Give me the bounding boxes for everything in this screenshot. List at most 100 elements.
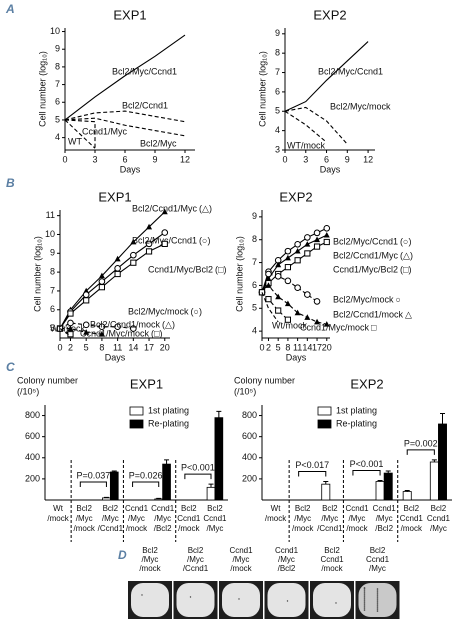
panel-label: D [118, 548, 127, 562]
well-label: /mock [230, 564, 252, 573]
x-tick-label: Ccnd1 [400, 514, 424, 523]
legend-label: 1st plating [336, 405, 377, 415]
series-line [64, 119, 96, 149]
bar [154, 498, 164, 501]
significance-bracket [406, 449, 435, 455]
marker [284, 300, 291, 307]
error-bar [156, 497, 162, 499]
marker [304, 291, 311, 298]
y-tick-label: 9 [50, 248, 55, 258]
x-tick-label: 3 [303, 154, 308, 164]
x-tick-label: /mock [47, 514, 69, 523]
marker [323, 238, 330, 246]
x-tick-label: /mock [74, 524, 96, 533]
marker [323, 321, 330, 327]
colony [363, 607, 366, 609]
well-label: Ccnd1 [320, 555, 344, 564]
error-bar [103, 496, 109, 498]
y-tick-label: 400 [25, 452, 40, 462]
series-symbol: (○) [400, 236, 411, 246]
x-tick-label: 14 [302, 342, 312, 352]
bar [429, 461, 439, 501]
well-label: /mock [321, 564, 343, 573]
marker [98, 284, 106, 291]
marker [304, 314, 311, 320]
error-bar [440, 412, 445, 424]
p-value: P=0.002 [404, 438, 438, 448]
legend-swatch [317, 406, 332, 416]
series-label: Bcl2/Ccnd1/Myc [132, 203, 198, 213]
significance-bracket [132, 481, 160, 487]
colony [363, 603, 366, 605]
series-line [64, 110, 186, 123]
y-tick-label: 4 [275, 125, 280, 135]
series-line [261, 284, 327, 325]
series-label: Ccnd1/Myc/Bcl2 [333, 264, 398, 274]
y-tick-label: 5 [50, 323, 55, 333]
y-tick-label: 8 [50, 266, 55, 276]
y-axis-label: Cell number (log₁₀) [234, 236, 244, 312]
marker [67, 310, 74, 317]
marker [114, 270, 121, 278]
series-line [59, 328, 71, 337]
x-tick-label: 11 [293, 342, 302, 352]
y-tick-label: 3 [275, 144, 280, 154]
series-line [284, 41, 369, 112]
well-label: /Myc [142, 555, 159, 564]
marker [130, 259, 137, 266]
series-label: Wt/mock [272, 320, 307, 330]
panel-label: B [6, 176, 15, 190]
colony [376, 600, 379, 602]
colony [376, 608, 379, 610]
well-label: Ccnd1 [229, 546, 253, 555]
marker [67, 325, 74, 331]
error-bar [385, 470, 391, 474]
chart-title: EXP2 [279, 189, 312, 204]
legend-label: 1st plating [148, 405, 189, 415]
marker [284, 264, 292, 271]
x-tick-label: /Myc [321, 514, 338, 523]
x-tick-label: Ccnd1 [373, 504, 397, 513]
colony [376, 594, 379, 596]
x-tick-label: /Myc [128, 514, 145, 523]
x-tick-label: /Myc [102, 514, 119, 523]
significance-bracket [298, 471, 327, 477]
marker [294, 247, 301, 254]
x-tick-label: Ccnd1 [203, 514, 227, 523]
y-tick-label: 11 [46, 210, 55, 220]
legend-swatch [129, 406, 144, 416]
series-symbol: ○ [396, 294, 401, 304]
y-tick-label: 5 [275, 106, 280, 116]
well-label: /Bcl2 [278, 564, 296, 573]
error-bar [431, 459, 437, 462]
y-tick-label: 200 [242, 473, 257, 483]
y-axis-label: Colony number [234, 375, 295, 385]
colony [376, 606, 379, 608]
x-tick-label: /Myc [294, 514, 311, 523]
marker [130, 238, 137, 245]
x-tick-label: 0 [282, 154, 287, 164]
chart-title: EXP1 [130, 376, 163, 391]
colony [141, 594, 143, 596]
x-axis-label: Days [320, 164, 341, 174]
p-value: P<0.001 [350, 459, 384, 469]
well-label: Ccnd1 [366, 555, 390, 564]
marker [294, 257, 301, 264]
well-label: Ccnd1 [275, 546, 299, 555]
error-bar [377, 479, 383, 482]
marker [114, 265, 121, 272]
bar [321, 483, 331, 501]
bar [102, 497, 111, 501]
x-tick-label: 8 [285, 342, 290, 352]
marker [294, 309, 301, 316]
significance-bracket [79, 481, 107, 487]
x-tick-label: 11 [113, 342, 122, 352]
x-tick-label: 3 [92, 154, 97, 164]
well [358, 583, 397, 617]
y-tick-label: 800 [242, 410, 257, 420]
well-label: Bcl2 [142, 546, 158, 555]
series-symbol: △ [405, 309, 412, 319]
x-tick-label: Bcl2 [404, 504, 420, 513]
x-tick-label: 2 [68, 342, 73, 352]
x-tick-label: /mock [265, 514, 287, 523]
